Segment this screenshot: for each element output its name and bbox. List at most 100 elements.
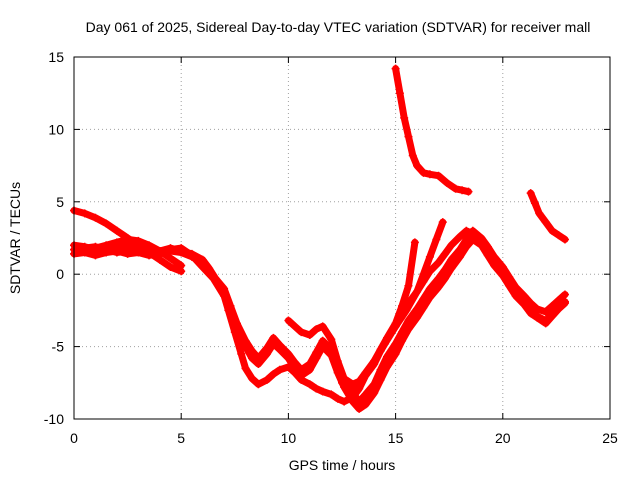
data-point (187, 249, 196, 258)
y-tick-label: 10 (48, 121, 64, 137)
data-point (526, 189, 535, 198)
data-point (370, 380, 379, 389)
plot-frame (73, 56, 611, 420)
data-point (505, 273, 514, 282)
data-point (560, 299, 569, 308)
series-arc-e (80, 235, 186, 270)
data-point (391, 322, 400, 331)
data-point (333, 394, 342, 403)
series-trace (338, 218, 447, 391)
data-point (166, 262, 175, 271)
data-point (112, 238, 121, 247)
data-point (318, 387, 327, 396)
data-point (340, 397, 349, 406)
data-point (237, 349, 246, 358)
data-point (541, 307, 550, 316)
data-point (205, 264, 214, 273)
data-point (155, 247, 164, 256)
data-point (177, 261, 186, 270)
data-point (520, 300, 529, 309)
data-point (533, 313, 542, 322)
data-point (554, 296, 563, 305)
data-point (254, 354, 263, 363)
data-point (297, 365, 306, 374)
data-point (91, 244, 100, 253)
data-point (520, 291, 529, 300)
data-point (419, 294, 428, 303)
data-point (541, 319, 550, 328)
series-trace (392, 65, 472, 196)
data-point (254, 380, 263, 389)
data-series (70, 64, 569, 413)
data-point (297, 328, 306, 337)
series-trace (527, 189, 569, 243)
data-point (419, 168, 428, 177)
data-point (434, 283, 443, 292)
grid-lines (74, 57, 610, 419)
data-point (275, 341, 284, 350)
data-point (327, 390, 336, 399)
data-point (402, 306, 411, 315)
data-point (391, 64, 400, 73)
data-point (398, 302, 407, 311)
data-point (102, 241, 111, 250)
data-point (318, 322, 327, 331)
data-point (284, 316, 293, 325)
data-point (312, 325, 321, 334)
data-point (305, 380, 314, 389)
data-point (425, 284, 434, 293)
data-point (455, 232, 464, 241)
data-point (554, 231, 563, 240)
data-point (275, 365, 284, 374)
data-point (455, 245, 464, 254)
data-point (80, 209, 89, 218)
series-arc-h (391, 64, 473, 196)
chart-title: Day 061 of 2025, Sidereal Day-to-day VTE… (86, 19, 591, 35)
data-point (247, 346, 256, 355)
data-point (177, 247, 186, 256)
y-tick-label: 15 (48, 49, 64, 65)
y-tick-label: 0 (56, 266, 64, 282)
data-point (451, 184, 460, 193)
data-point (220, 284, 229, 293)
data-point (438, 218, 447, 227)
data-point (404, 132, 413, 141)
data-point (395, 89, 404, 98)
data-point (434, 171, 443, 180)
data-point (498, 262, 507, 271)
data-point (398, 328, 407, 337)
data-point (419, 270, 428, 279)
series-trace (81, 235, 185, 269)
data-point (490, 261, 499, 270)
data-point (123, 247, 132, 256)
data-point (348, 383, 357, 392)
data-point (312, 348, 321, 357)
data-point (425, 170, 434, 179)
data-point (541, 218, 550, 227)
data-point (241, 336, 250, 345)
data-point (413, 161, 422, 170)
x-tick-label: 5 (177, 430, 185, 446)
data-point (318, 336, 327, 345)
data-point (413, 304, 422, 313)
data-point (102, 219, 111, 228)
data-point (410, 238, 419, 247)
data-point (269, 370, 278, 379)
axis-ticks: 0 5 10 15 20 25 -10 -5 0 5 10 15 (44, 49, 618, 446)
data-point (380, 339, 389, 348)
data-point (112, 248, 121, 257)
data-point (483, 242, 492, 251)
data-point (404, 281, 413, 290)
data-point (155, 255, 164, 264)
data-point (383, 352, 392, 361)
data-point (145, 241, 154, 250)
data-point (361, 400, 370, 409)
x-axis-label: GPS time / hours (289, 457, 396, 473)
data-point (447, 255, 456, 264)
data-point (490, 252, 499, 261)
data-point (123, 235, 132, 244)
data-point (269, 333, 278, 342)
data-point (425, 252, 434, 261)
data-point (548, 226, 557, 235)
data-point (511, 291, 520, 300)
